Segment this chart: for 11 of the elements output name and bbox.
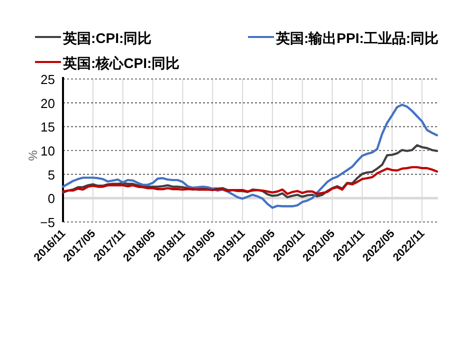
y-tick-label: 15 xyxy=(40,120,55,135)
y-tick-label: 25 xyxy=(40,72,55,87)
legend-label: 英国:CPI:同比 xyxy=(62,30,152,46)
y-axis-title: % xyxy=(26,150,40,161)
y-tick-label: −5 xyxy=(40,215,55,230)
y-tick-label: 20 xyxy=(40,96,55,111)
legend-label: 英国:输出PPI:工业品:同比 xyxy=(275,30,439,46)
y-tick-label: 5 xyxy=(48,167,55,182)
legend-label: 英国:核心CPI:同比 xyxy=(62,55,180,71)
y-tick-label: 10 xyxy=(40,144,55,158)
y-tick-label: 0 xyxy=(48,191,55,206)
